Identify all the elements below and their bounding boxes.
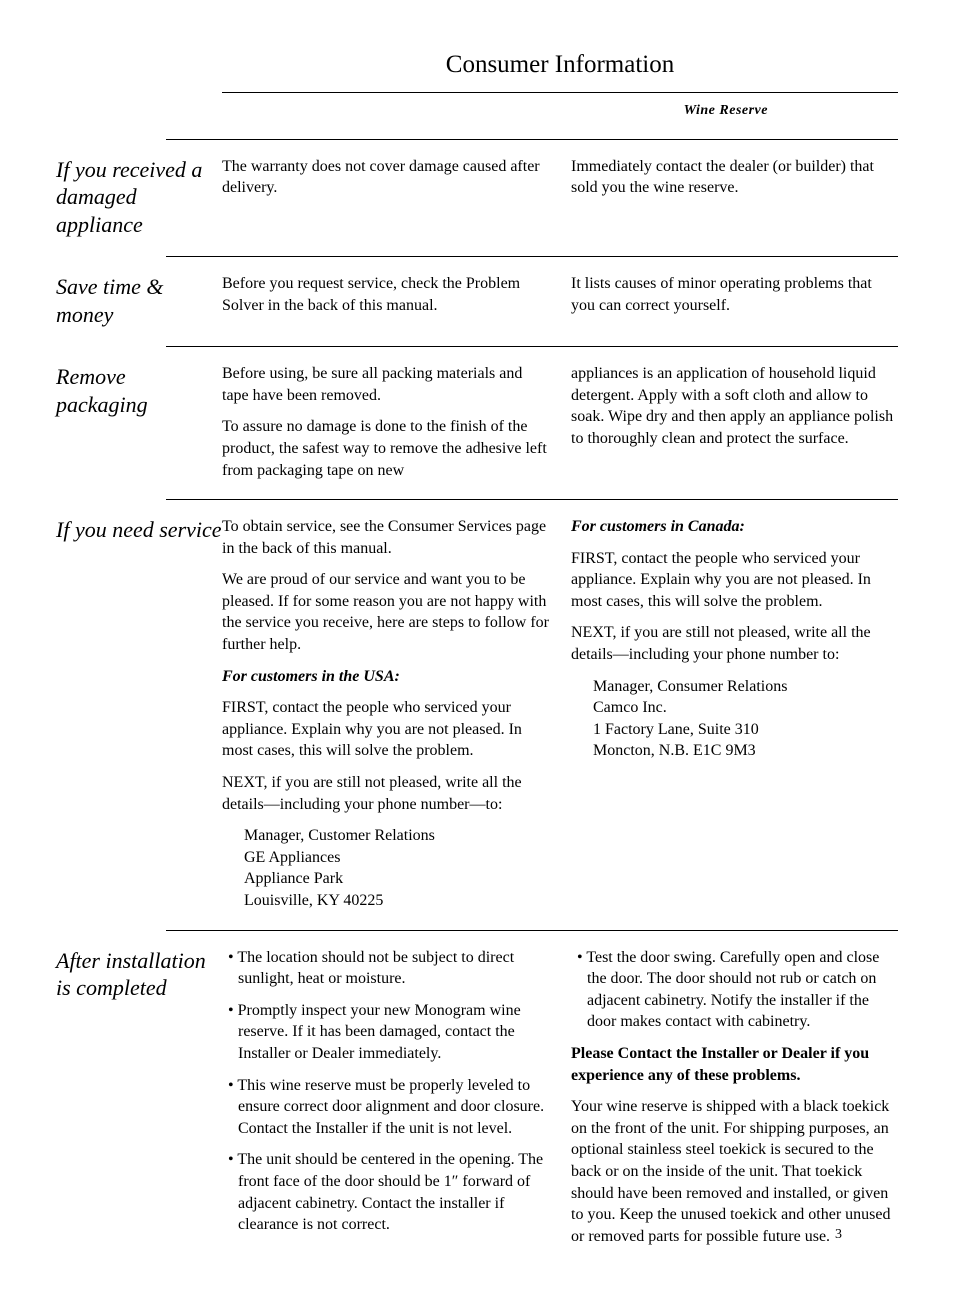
body-col-right: appliances is an application of househol… bbox=[571, 363, 898, 481]
bold-callout: Please Contact the Installer or Dealer i… bbox=[571, 1043, 898, 1086]
body-col-right: For customers in Canada: FIRST, contact … bbox=[571, 516, 898, 912]
address-line: Appliance Park bbox=[244, 868, 549, 890]
page-container: Consumer Information Wine Reserve If you… bbox=[56, 48, 898, 1265]
list-item: The location should not be subject to di… bbox=[222, 947, 549, 990]
body-col-left: To obtain service, see the Consumer Serv… bbox=[222, 516, 549, 912]
subheading-canada: For customers in Canada: bbox=[571, 516, 898, 538]
body-col-right: It lists causes of minor operating probl… bbox=[571, 273, 898, 328]
section-body: Before you request service, check the Pr… bbox=[222, 273, 898, 328]
body-col-right: Immediately contact the dealer (or build… bbox=[571, 156, 898, 239]
address-line: Louisville, KY 40225 bbox=[244, 890, 549, 912]
bullet-list: The location should not be subject to di… bbox=[222, 947, 549, 1236]
body-col-left: Before you request service, check the Pr… bbox=[222, 273, 549, 328]
body-text: Before you request service, check the Pr… bbox=[222, 273, 549, 316]
list-item: Test the door swing. Carefully open and … bbox=[571, 947, 898, 1033]
section-damaged-appliance: If you received a damaged appliance The … bbox=[166, 139, 898, 257]
body-text: To obtain service, see the Consumer Serv… bbox=[222, 516, 549, 559]
body-text: NEXT, if you are still not pleased, writ… bbox=[222, 772, 549, 815]
section-heading: Remove packaging bbox=[56, 363, 222, 418]
body-text: Your wine reserve is shipped with a blac… bbox=[571, 1096, 898, 1247]
section-heading: Save time & money bbox=[56, 273, 222, 328]
section-heading: After installation is completed bbox=[56, 947, 222, 1002]
section-if-you-need-service: If you need service To obtain service, s… bbox=[166, 499, 898, 930]
section-body: The location should not be subject to di… bbox=[222, 947, 898, 1248]
section-label-col: Save time & money bbox=[56, 273, 222, 328]
body-text: appliances is an application of househol… bbox=[571, 363, 898, 449]
body-text: NEXT, if you are still not pleased, writ… bbox=[571, 622, 898, 665]
address-line: Manager, Consumer Relations bbox=[593, 676, 898, 698]
page-number: 3 bbox=[835, 1226, 842, 1245]
section-heading: If you received a damaged appliance bbox=[56, 156, 222, 239]
section-body: The warranty does not cover damage cause… bbox=[222, 156, 898, 239]
body-text: FIRST, contact the people who serviced y… bbox=[222, 697, 549, 762]
body-col-left: Before using, be sure all packing materi… bbox=[222, 363, 549, 481]
list-item: Promptly inspect your new Monogram wine … bbox=[222, 1000, 549, 1065]
body-col-left: The location should not be subject to di… bbox=[222, 947, 549, 1248]
body-text: To assure no damage is done to the finis… bbox=[222, 416, 549, 481]
body-col-left: The warranty does not cover damage cause… bbox=[222, 156, 549, 239]
address-block-canada: Manager, Consumer Relations Camco Inc. 1… bbox=[571, 676, 898, 762]
header-area: Consumer Information Wine Reserve bbox=[222, 48, 898, 121]
address-line: GE Appliances bbox=[244, 847, 549, 869]
body-text: We are proud of our service and want you… bbox=[222, 569, 549, 655]
body-text: The warranty does not cover damage cause… bbox=[222, 156, 549, 199]
body-col-right: Test the door swing. Carefully open and … bbox=[571, 947, 898, 1248]
bullet-list: Test the door swing. Carefully open and … bbox=[571, 947, 898, 1033]
address-line: Moncton, N.B. E1C 9M3 bbox=[593, 740, 898, 762]
subheading-usa: For customers in the USA: bbox=[222, 666, 549, 688]
subtitle-rule: Wine Reserve bbox=[222, 92, 898, 121]
address-line: Camco Inc. bbox=[593, 697, 898, 719]
section-remove-packaging: Remove packaging Before using, be sure a… bbox=[166, 346, 898, 499]
section-label-col: Remove packaging bbox=[56, 363, 222, 481]
section-body: To obtain service, see the Consumer Serv… bbox=[222, 516, 898, 912]
body-text: Immediately contact the dealer (or build… bbox=[571, 156, 898, 199]
document-subtitle: Wine Reserve bbox=[684, 103, 768, 118]
section-label-col: If you need service bbox=[56, 516, 222, 912]
body-text: Before using, be sure all packing materi… bbox=[222, 363, 549, 406]
list-item: This wine reserve must be properly level… bbox=[222, 1075, 549, 1140]
section-after-installation: After installation is completed The loca… bbox=[166, 930, 898, 1266]
address-line: 1 Factory Lane, Suite 310 bbox=[593, 719, 898, 741]
list-item: The unit should be centered in the openi… bbox=[222, 1149, 549, 1235]
section-heading: If you need service bbox=[56, 516, 222, 544]
section-body: Before using, be sure all packing materi… bbox=[222, 363, 898, 481]
address-block-usa: Manager, Customer Relations GE Appliance… bbox=[222, 825, 549, 911]
body-text: FIRST, contact the people who serviced y… bbox=[571, 548, 898, 613]
section-label-col: If you received a damaged appliance bbox=[56, 156, 222, 239]
section-label-col: After installation is completed bbox=[56, 947, 222, 1248]
document-title: Consumer Information bbox=[222, 48, 898, 82]
section-save-time-money: Save time & money Before you request ser… bbox=[166, 256, 898, 346]
body-text: It lists causes of minor operating probl… bbox=[571, 273, 898, 316]
address-line: Manager, Customer Relations bbox=[244, 825, 549, 847]
